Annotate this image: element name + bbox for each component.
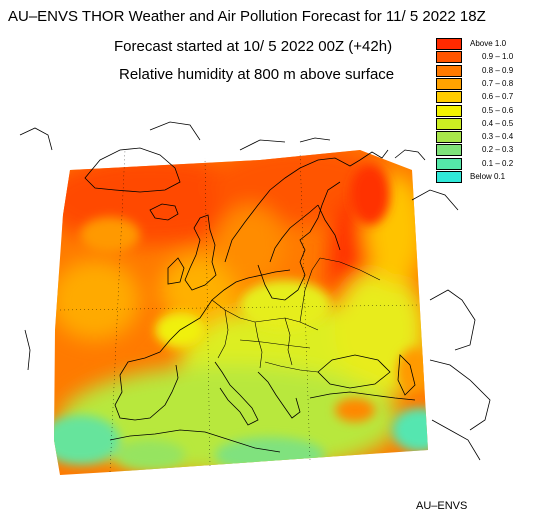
credit-label: AU–ENVS <box>416 500 468 512</box>
legend-label: 0.6 – 0.7 <box>482 92 514 102</box>
legend-swatch <box>436 38 462 50</box>
legend-label: 0.4 – 0.5 <box>482 118 514 128</box>
legend-swatch <box>436 51 462 64</box>
map-title: AU–ENVS THOR Weather and Air Pollution F… <box>8 8 486 25</box>
legend-label: 0.7 – 0.8 <box>482 78 514 88</box>
legend-label: 0.8 – 0.9 <box>482 65 514 75</box>
legend-swatch <box>436 131 462 144</box>
legend-swatch <box>436 157 462 170</box>
legend-label: 0.1 – 0.2 <box>482 158 514 168</box>
legend-label: 0.5 – 0.6 <box>482 105 514 115</box>
legend-label: Above 1.0 <box>470 39 507 48</box>
legend-label: 0.2 – 0.3 <box>482 145 514 155</box>
legend-item: 0.7 – 0.8 <box>436 77 548 91</box>
legend-item: 0.3 – 0.4 <box>436 131 548 144</box>
legend-label: 0.3 – 0.4 <box>482 132 514 142</box>
legend-swatch <box>436 77 462 90</box>
legend-item: Above 1.0 <box>436 38 548 51</box>
legend-item: Below 0.1 <box>436 171 548 184</box>
country-borders <box>211 257 381 373</box>
legend-label: Below 0.1 <box>470 172 506 181</box>
legend-item: 0.2 – 0.3 <box>436 144 548 157</box>
graticule <box>59 149 421 473</box>
legend-item: 0.5 – 0.6 <box>436 104 548 118</box>
legend-item: 0.8 – 0.9 <box>436 64 548 78</box>
forecast-start-text: Forecast started at 10/ 5 2022 00Z (+42h… <box>114 38 393 55</box>
legend-item: 0.6 – 0.7 <box>436 91 548 104</box>
outer-coastlines <box>19 121 491 461</box>
legend-swatch <box>436 117 462 130</box>
coastlines <box>84 137 426 453</box>
legend-swatch <box>436 171 462 183</box>
legend-label: 0.9 – 1.0 <box>482 52 514 62</box>
legend-swatch <box>436 64 462 77</box>
humidity-field <box>54 150 428 475</box>
variable-text: Relative humidity at 800 m above surface <box>119 66 395 83</box>
legend-swatch <box>436 104 462 117</box>
legend-swatch <box>436 91 462 104</box>
legend-swatch <box>436 144 462 157</box>
legend-item: 0.1 – 0.2 <box>436 157 548 171</box>
legend-item: 0.9 – 1.0 <box>436 51 548 64</box>
legend-item: 0.4 – 0.5 <box>436 117 548 131</box>
